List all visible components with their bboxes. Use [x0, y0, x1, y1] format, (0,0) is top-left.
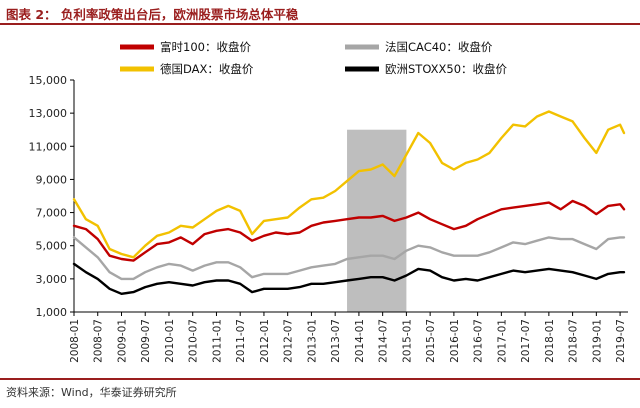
series-line: [72, 262, 626, 295]
x-tick-label: 2012-01: [259, 319, 271, 363]
x-tick-label: 2015-07: [425, 319, 437, 363]
x-tick-label: 2008-01: [69, 319, 81, 363]
x-tick-label: 2016-01: [449, 319, 461, 363]
y-tick-label: 5,000: [36, 240, 68, 253]
x-tick-label: 2014-01: [354, 319, 366, 363]
y-tick-label: 3,000: [36, 273, 68, 286]
x-tick-label: 2008-07: [93, 319, 105, 363]
x-tick-label: 2010-07: [188, 319, 200, 363]
x-tick-label: 2012-07: [283, 319, 295, 363]
x-tick-label: 2013-01: [306, 319, 318, 363]
series-line: [72, 199, 626, 262]
legend-label: 欧洲STOXX50：收盘价: [385, 62, 508, 76]
x-tick-label: 2017-01: [496, 319, 508, 363]
y-tick-label: 9,000: [36, 173, 68, 186]
x-tick-label: 2017-07: [520, 319, 532, 363]
legend-label: 法国CAC40：收盘价: [385, 40, 493, 54]
x-tick-label: 2009-07: [140, 319, 152, 363]
y-tick-label: 1,000: [36, 306, 68, 319]
x-tick-label: 2011-01: [211, 319, 223, 363]
axes-layer: 1,000 3,000 5,000 7,000 9,000 11,000 13,000 15,…: [29, 74, 628, 363]
y-tick-label: 15,000: [29, 74, 68, 87]
x-tick-label: 2018-01: [544, 319, 556, 363]
legend-label: 德国DAX：收盘价: [160, 62, 254, 76]
series-layer: [72, 110, 626, 295]
source-note: 资料来源：Wind，华泰证券研究所: [6, 386, 177, 399]
y-tick-label: 13,000: [29, 107, 68, 120]
chart-title: 图表 2： 负利率政策出台后，欧洲股票市场总体平稳: [6, 7, 299, 22]
x-tick-label: 2019-01: [591, 319, 603, 363]
line-chart: 1,000 3,000 5,000 7,000 9,000 11,000 13,000 15,…: [29, 40, 628, 363]
x-tick-label: 2016-07: [473, 319, 485, 363]
title-divider: [0, 23, 640, 25]
x-tick-label: 2014-07: [378, 319, 390, 363]
footer-divider: [0, 378, 640, 380]
x-tick-label: 2009-01: [116, 319, 128, 363]
series-line: [72, 236, 626, 281]
x-tick-label: 2019-07: [615, 319, 627, 363]
x-tick-label: 2011-07: [235, 319, 247, 363]
x-tick-label: 2013-07: [330, 319, 342, 363]
x-tick-label: 2018-07: [568, 319, 580, 363]
series-line: [72, 110, 626, 259]
x-tick-label: 2010-01: [164, 319, 176, 363]
y-tick-label: 7,000: [36, 207, 68, 220]
x-tick-label: 2015-01: [401, 319, 413, 363]
legend-label: 富时100：收盘价: [160, 40, 251, 54]
y-tick-label: 11,000: [29, 140, 68, 153]
